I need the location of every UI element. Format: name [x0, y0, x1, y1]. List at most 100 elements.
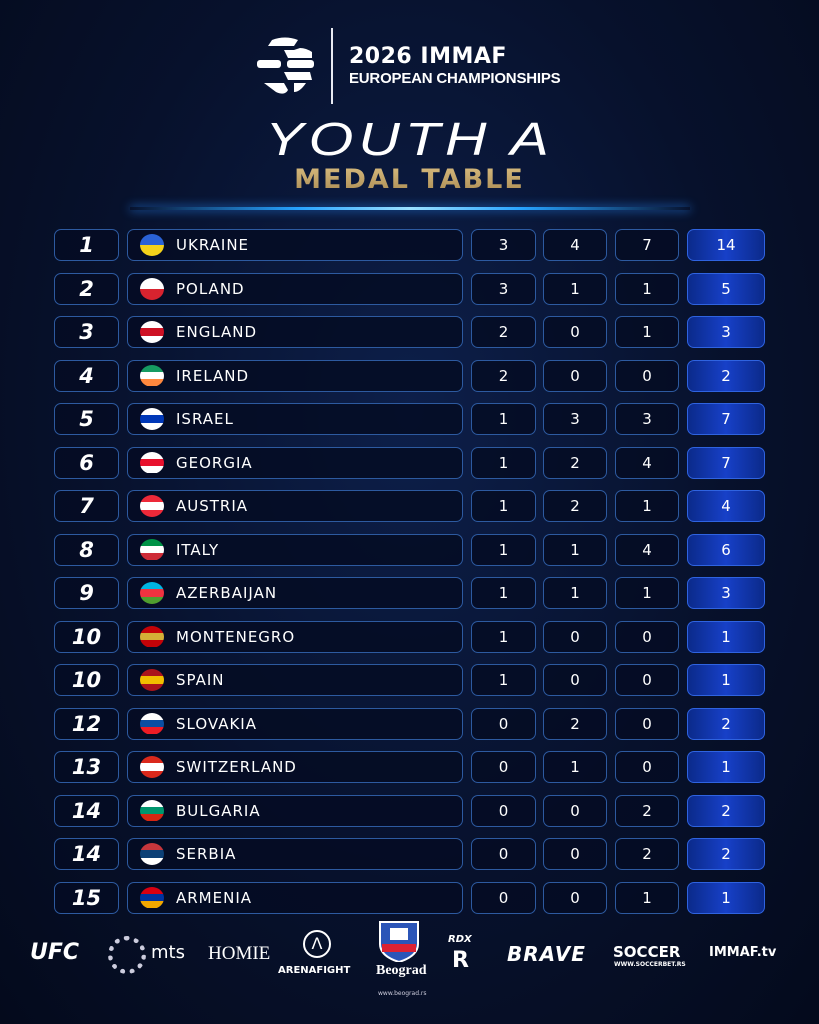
rank-cell-value: 12 [71, 711, 102, 736]
total-cell: 1 [687, 881, 765, 914]
rank-cell-value: 5 [79, 407, 94, 431]
silver-cell: 0 [543, 620, 607, 653]
gold-cell: 1 [471, 403, 536, 435]
table-row: 2 POLAND 3 1 1 5 [0, 272, 819, 305]
flag-icon [140, 495, 164, 517]
rank-cell-value: 10 [71, 668, 102, 692]
rank-cell-value: 14 [71, 842, 102, 866]
gold-cell: 2 [471, 316, 536, 348]
gold-cell-value: 3 [498, 279, 509, 298]
sponsor-arenafight: ARENAFIGHT [278, 965, 351, 976]
table-row: 4 IRELAND 2 0 0 2 [0, 359, 819, 392]
flag-icon [140, 799, 164, 822]
gold-cell-value: 0 [498, 801, 509, 820]
rank-cell-value: 10 [71, 624, 102, 649]
sponsor-bar: UFC mts HOMIE Λ ARENAFIGHT Beograd www.b… [0, 921, 819, 1000]
bronze-cell-value: 0 [642, 758, 652, 776]
flag-icon [140, 234, 164, 256]
gold-cell-value: 1 [498, 497, 509, 515]
bronze-cell: 1 [615, 577, 679, 609]
rank-cell: 10 [54, 664, 119, 696]
bronze-cell: 1 [615, 272, 679, 305]
gold-cell: 1 [471, 490, 536, 522]
total-cell: 1 [687, 664, 765, 696]
country-name: SLOVAKIA [176, 714, 257, 733]
flag-icon [140, 538, 164, 561]
total-cell-value: 6 [721, 540, 731, 559]
rank-cell: 10 [54, 620, 119, 653]
total-cell-value: 1 [721, 758, 731, 776]
header-divider [331, 28, 333, 104]
bronze-cell-value: 2 [642, 845, 652, 863]
silver-cell-value: 0 [570, 801, 580, 820]
total-cell-value: 3 [721, 584, 731, 602]
silver-cell: 1 [543, 272, 607, 305]
country-name: BULGARIA [176, 801, 261, 820]
total-cell: 5 [687, 272, 765, 305]
rank-cell-value: 15 [71, 885, 102, 910]
country-cell: AZERBAIJAN [127, 577, 463, 609]
gold-cell: 2 [471, 359, 536, 392]
rank-cell: 1 [54, 229, 119, 261]
arenafight-logo-icon: Λ [303, 930, 331, 958]
glow-divider [130, 207, 690, 210]
gold-cell-value: 0 [498, 758, 509, 776]
sponsor-beograd: Beograd [376, 963, 427, 978]
bronze-cell-value: 0 [642, 671, 652, 689]
country-cell: GEORGIA [127, 446, 463, 479]
flag-icon [140, 364, 164, 387]
bronze-cell: 0 [615, 707, 679, 740]
total-cell-value: 2 [721, 845, 731, 863]
rank-cell: 2 [54, 272, 119, 305]
table-row: 6 GEORGIA 1 2 4 7 [0, 446, 819, 479]
rdx-logo-icon: R [452, 948, 469, 973]
immaf-logo-icon [257, 37, 314, 94]
total-cell-value: 14 [716, 236, 736, 254]
country-name: ARMENIA [176, 888, 253, 907]
sponsor-immaf-tv: IMMAF.tv [709, 945, 777, 960]
silver-cell: 0 [543, 664, 607, 696]
gold-cell: 0 [471, 794, 536, 827]
silver-cell-value: 3 [570, 410, 580, 428]
gold-cell: 1 [471, 577, 536, 609]
country-cell: MONTENEGRO [127, 620, 463, 653]
sponsor-rdx: RDX [448, 934, 472, 945]
event-year: 2026 IMMAF [349, 44, 507, 69]
rank-cell: 14 [54, 794, 119, 827]
table-row: 8 ITALY 1 1 4 6 [0, 533, 819, 566]
bronze-cell: 1 [615, 316, 679, 348]
rank-cell: 12 [54, 707, 119, 740]
bronze-cell-value: 1 [642, 584, 652, 602]
country-cell: ITALY [127, 533, 463, 566]
country-name: ENGLAND [176, 323, 258, 341]
total-cell-value: 2 [721, 714, 731, 733]
page-title: YOUTH A [265, 113, 554, 165]
bronze-cell: 1 [615, 490, 679, 522]
event-name: EUROPEAN CHAMPIONSHIPS [349, 70, 561, 87]
country-cell: SLOVAKIA [127, 707, 463, 740]
table-row: 10 MONTENEGRO 1 0 0 1 [0, 620, 819, 653]
country-name: AZERBAIJAN [176, 584, 278, 602]
gold-cell: 1 [471, 446, 536, 479]
bronze-cell-value: 1 [642, 888, 652, 907]
country-name: POLAND [176, 279, 245, 298]
rank-cell: 4 [54, 359, 119, 392]
gold-cell-value: 3 [498, 236, 509, 254]
gold-cell: 0 [471, 707, 536, 740]
gold-cell: 1 [471, 664, 536, 696]
header: 2026 IMMAF EUROPEAN CHAMPIONSHIPS YOUTH … [0, 0, 819, 220]
country-cell: ISRAEL [127, 403, 463, 435]
sponsor-soccer: SOCCER [613, 943, 681, 961]
sponsor-mts: mts [151, 942, 185, 963]
rank-cell-value: 6 [79, 450, 94, 475]
bronze-cell: 2 [615, 794, 679, 827]
table-row: 1 UKRAINE 3 4 7 14 [0, 229, 819, 261]
rank-cell-value: 8 [79, 537, 94, 562]
silver-cell: 1 [543, 577, 607, 609]
silver-cell-value: 0 [570, 671, 580, 689]
total-cell: 4 [687, 490, 765, 522]
total-cell: 2 [687, 794, 765, 827]
table-row: 10 SPAIN 1 0 0 1 [0, 664, 819, 696]
silver-cell-value: 2 [570, 453, 580, 472]
rank-cell: 5 [54, 403, 119, 435]
